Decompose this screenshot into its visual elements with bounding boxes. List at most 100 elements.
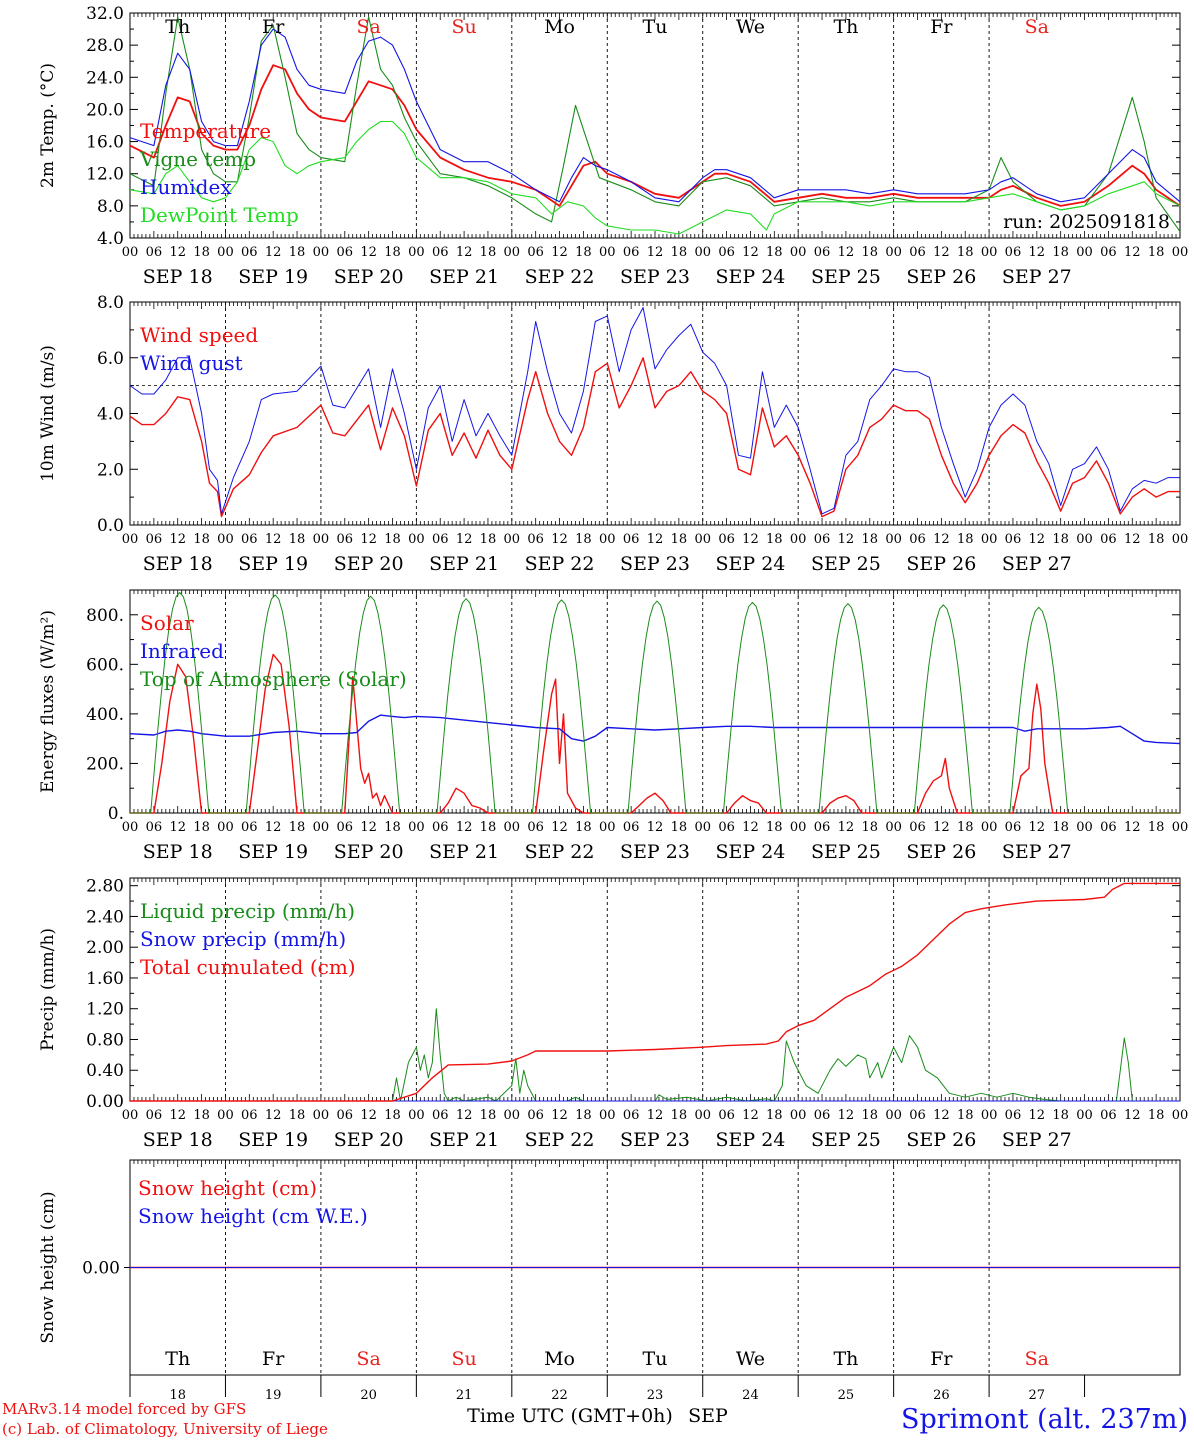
hour-label: 12 <box>647 820 664 835</box>
hour-label: 12 <box>265 245 282 260</box>
weekday-label: Sa <box>356 1348 380 1370</box>
hour-label: 06 <box>1100 1108 1117 1123</box>
legend-entry: Temperature <box>140 119 271 143</box>
hour-label: 12 <box>360 820 377 835</box>
hour-label: 12 <box>933 245 950 260</box>
day-number: 24 <box>742 1388 759 1403</box>
weekday-label: Tu <box>643 1348 668 1370</box>
hour-label: 00 <box>313 532 330 547</box>
hour-label: 18 <box>480 820 497 835</box>
weekday-label: Fr <box>262 16 285 38</box>
hour-label: 00 <box>217 245 234 260</box>
day-number: 21 <box>456 1388 473 1403</box>
hour-label: 12 <box>1124 820 1141 835</box>
hour-label: 06 <box>718 820 735 835</box>
panel-energy: 0. 200. 400. 600. 800. Energy fluxes (W/m²) So… <box>38 589 1188 863</box>
hour-label: 06 <box>909 1108 926 1123</box>
hour-label: 00 <box>885 245 902 260</box>
hour-label: 18 <box>1148 532 1165 547</box>
date-label: SEP 25 <box>811 1129 881 1151</box>
hour-label: 00 <box>504 245 521 260</box>
hour-label: 06 <box>1100 532 1117 547</box>
hour-label: 06 <box>432 245 449 260</box>
series-line-precip-2 <box>130 882 1180 1102</box>
hour-label: 00 <box>981 532 998 547</box>
date-label: SEP 18 <box>143 841 213 863</box>
y-tick-label: 0.80 <box>86 1030 124 1050</box>
hour-label: 00 <box>1076 820 1093 835</box>
hour-label: 06 <box>336 532 353 547</box>
hour-label: 00 <box>981 245 998 260</box>
hour-label: 00 <box>790 245 807 260</box>
hour-label: 06 <box>814 245 831 260</box>
credit-line-1: MARv3.14 model forced by GFS <box>2 1400 246 1418</box>
hour-label: 00 <box>1172 532 1189 547</box>
hour-label: 12 <box>1029 532 1046 547</box>
hour-label: 06 <box>146 245 163 260</box>
hour-label: 00 <box>504 820 521 835</box>
hour-label: 18 <box>1148 820 1165 835</box>
hour-label: 18 <box>861 532 878 547</box>
series-line-energy-0 <box>130 653 1180 814</box>
hour-label: 12 <box>551 820 568 835</box>
hour-label: 18 <box>671 532 688 547</box>
hour-label: 00 <box>790 1108 807 1123</box>
hour-label: 12 <box>933 1108 950 1123</box>
hour-label: 12 <box>169 820 186 835</box>
plot-frame <box>129 301 1181 526</box>
date-label: SEP 19 <box>238 1129 308 1151</box>
hour-label: 06 <box>623 1108 640 1123</box>
date-label: SEP 19 <box>238 266 308 288</box>
date-label: SEP 24 <box>716 841 786 863</box>
hour-label: 18 <box>480 532 497 547</box>
day-number: 25 <box>838 1388 855 1403</box>
y-tick-label: 400. <box>86 705 124 725</box>
hour-label: 06 <box>336 245 353 260</box>
date-label: SEP 24 <box>716 553 786 575</box>
hour-label: 18 <box>1052 820 1069 835</box>
hour-label: 06 <box>1005 1108 1022 1123</box>
y-tick-label: 4.0 <box>97 229 124 249</box>
y-axis-label: 10m Wind (m/s) <box>38 345 58 482</box>
hour-label: 00 <box>313 1108 330 1123</box>
hour-label: 00 <box>122 245 139 260</box>
hour-label: 12 <box>169 1108 186 1123</box>
hour-label: 06 <box>241 245 258 260</box>
hour-label: 12 <box>265 1108 282 1123</box>
legend-entry: Total cumulated (cm) <box>140 955 356 979</box>
hour-label: 00 <box>694 532 711 547</box>
hour-label: 06 <box>814 1108 831 1123</box>
date-label: SEP 26 <box>906 841 976 863</box>
day-number: 18 <box>169 1388 186 1403</box>
hour-label: 18 <box>957 1108 974 1123</box>
legend-entry: Snow height (cm) <box>138 1176 317 1200</box>
legend-entry: Infrared <box>140 639 224 663</box>
weekday-label: Tu <box>643 16 668 38</box>
hour-label: 12 <box>456 245 473 260</box>
weekday-label: Fr <box>930 1348 953 1370</box>
footer: MARv3.14 model forced by GFS (c) Lab. of… <box>2 1400 1188 1438</box>
hour-label: 00 <box>599 532 616 547</box>
hour-label: 18 <box>957 820 974 835</box>
y-axis-label: 2m Temp. (°C) <box>38 63 58 188</box>
date-label: SEP 18 <box>143 1129 213 1151</box>
hour-label: 12 <box>742 1108 759 1123</box>
hour-label: 18 <box>480 1108 497 1123</box>
series-line-energy-1 <box>129 714 1181 745</box>
y-tick-label: 0.00 <box>82 1259 120 1279</box>
day-number: 20 <box>360 1388 377 1403</box>
hour-label: 06 <box>1005 820 1022 835</box>
day-number: 19 <box>265 1388 282 1403</box>
hour-label: 06 <box>718 532 735 547</box>
x-axis-title: Time UTC (GMT+0h) <box>467 1405 673 1427</box>
hour-label: 18 <box>289 245 306 260</box>
date-label: SEP 25 <box>811 266 881 288</box>
hour-label: 18 <box>289 532 306 547</box>
hour-label: 06 <box>814 532 831 547</box>
weekday-label: Sa <box>1025 16 1049 38</box>
hour-label: 12 <box>169 532 186 547</box>
hour-label: 06 <box>336 820 353 835</box>
hour-label: 00 <box>1172 245 1189 260</box>
y-tick-label: 1.60 <box>86 969 124 989</box>
hour-label: 12 <box>360 532 377 547</box>
